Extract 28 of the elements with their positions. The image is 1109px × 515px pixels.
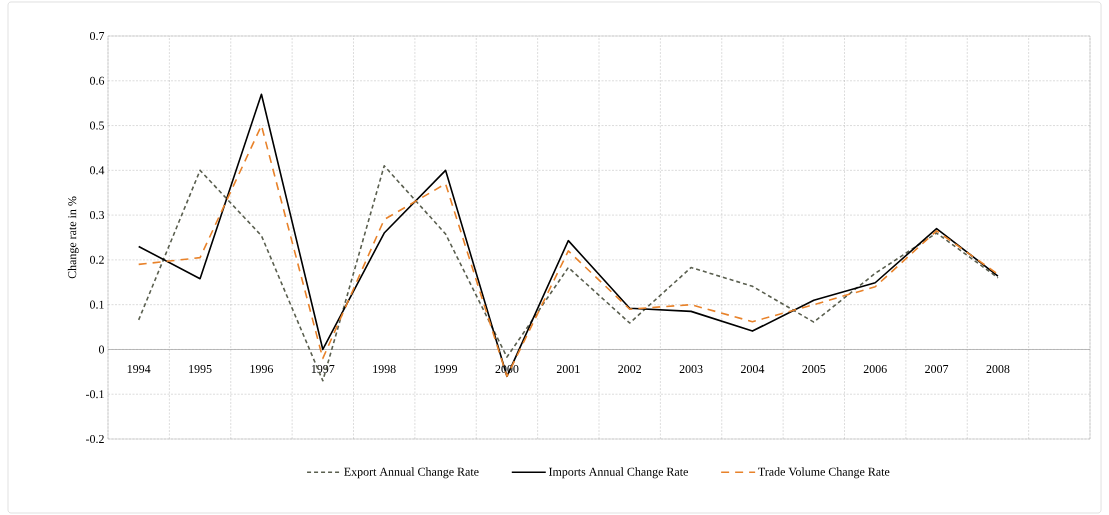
- legend-label: Imports Annual Change Rate: [549, 467, 688, 479]
- x-tick-label: 2004: [741, 364, 765, 374]
- x-tick-label: 2007: [925, 364, 949, 374]
- x-tick-label: 1998: [373, 364, 396, 374]
- y-tick-label: -0.2: [85, 434, 104, 444]
- legend-label: Trade Volume Change Rate: [758, 467, 890, 479]
- x-tick-label: 2008: [986, 364, 1010, 374]
- x-tick-label: 2001: [556, 364, 580, 374]
- legend-label: Export Annual Change Rate: [344, 467, 479, 479]
- y-tick-label: -0.1: [85, 390, 104, 399]
- x-tick-label: 1995: [189, 364, 212, 373]
- x-tick-label: 1999: [434, 364, 458, 373]
- y-tick-label: 0.2: [89, 255, 104, 264]
- y-tick-label: 0.3: [89, 211, 105, 220]
- x-tick-label: 2005: [802, 364, 826, 374]
- y-tick-label: 0: [98, 345, 105, 354]
- x-tick-label: 2002: [618, 364, 641, 374]
- x-tick-label: 1997: [311, 364, 335, 373]
- y-tick-label: 0.6: [89, 76, 105, 85]
- y-tick-label: 0.1: [89, 300, 104, 309]
- x-tick-label: 1994: [127, 364, 151, 373]
- x-tick-label: 2006: [863, 364, 887, 374]
- y-tick-label: 0.7: [89, 31, 105, 41]
- x-tick-label: 1996: [250, 364, 274, 373]
- y-axis-title: Change rate in %: [67, 196, 79, 279]
- x-tick-label: 2003: [679, 364, 703, 374]
- y-tick-label: 0.5: [89, 121, 105, 130]
- y-tick-label: 0.4: [89, 166, 105, 175]
